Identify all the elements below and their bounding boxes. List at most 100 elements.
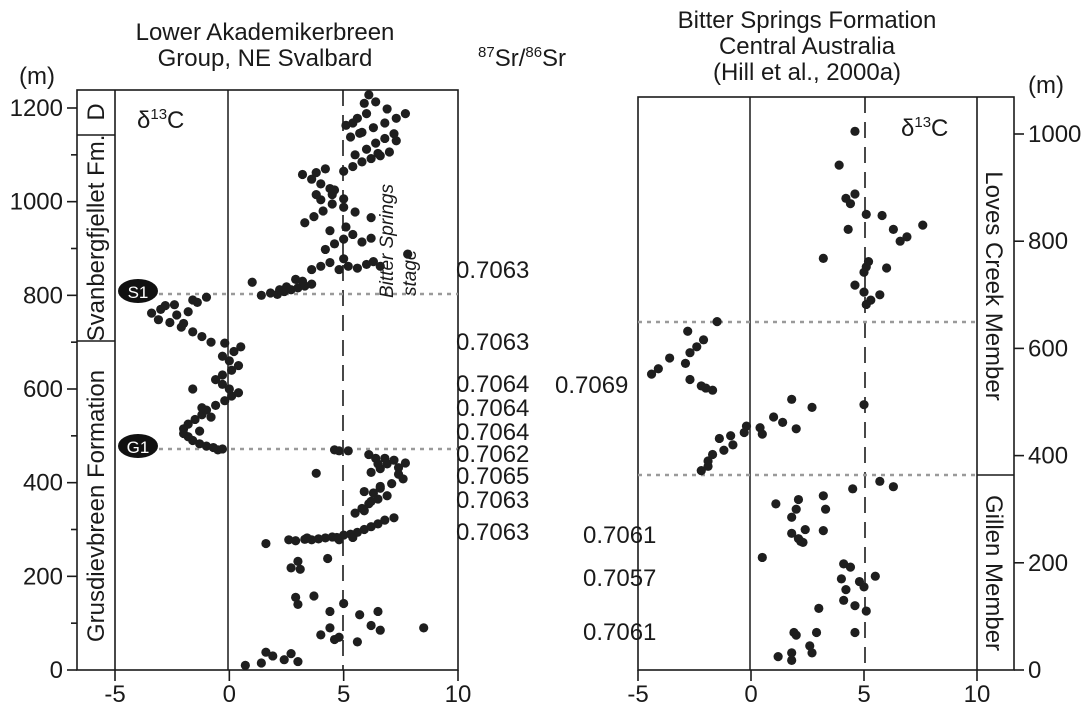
left-data-point (183, 307, 193, 317)
left-data-point (327, 199, 337, 209)
left-data-point (146, 308, 157, 318)
sr-value: 0.7063 (456, 487, 529, 514)
left-data-point (375, 625, 385, 635)
left-unit-label-d: D (83, 103, 110, 120)
left-data-point (293, 599, 303, 610)
left-data-point (302, 533, 312, 543)
left-data-point (368, 123, 378, 133)
right-data-point (703, 461, 713, 471)
left-data-point (311, 190, 321, 200)
left-data-point (325, 257, 335, 268)
left-data-point (256, 658, 266, 668)
right-title-line3: (Hill et al., 2000a) (713, 59, 901, 86)
right-data-point (778, 417, 788, 427)
left-data-point (217, 379, 228, 389)
left-data-point (311, 468, 321, 478)
left-data-point (224, 384, 234, 394)
left-data-point (350, 150, 360, 160)
left-data-point (297, 276, 308, 286)
left-data-point (227, 365, 237, 375)
right-data-point (719, 445, 729, 455)
left-data-point (359, 98, 369, 108)
right-data-point (839, 595, 849, 605)
right-data-point (814, 603, 824, 613)
left-title-line2: Group, NE Svalbard (158, 45, 373, 72)
left-data-point (339, 598, 349, 609)
right-data-point (787, 512, 797, 522)
right-data-point (870, 571, 880, 581)
left-data-point (329, 239, 340, 249)
svg-text:S1: S1 (128, 283, 149, 302)
left-data-point (389, 129, 399, 139)
right-data-point (818, 253, 828, 263)
left-data-point (227, 391, 237, 401)
right-data-point (895, 236, 905, 246)
right-data-point (811, 627, 822, 638)
left-data-point (217, 444, 228, 454)
right-data-point (845, 199, 856, 209)
left-data-point (348, 229, 358, 240)
left-data-point (364, 90, 374, 100)
right-data-point (875, 290, 885, 300)
left-data-point (348, 532, 358, 543)
left-data-point (403, 249, 413, 259)
left-data-point (364, 449, 374, 460)
left-data-point (300, 218, 310, 228)
left-data-point (236, 342, 246, 352)
right-data-point (918, 220, 928, 230)
left-data-point (165, 317, 175, 328)
left-x-axis: -5 0 5 10 (104, 670, 471, 707)
right-data-point (692, 342, 702, 352)
left-data-point (279, 655, 289, 665)
left-data-point (350, 508, 360, 518)
left-data-point (361, 109, 372, 119)
left-y-tick-label: 400 (23, 470, 63, 497)
sr-header: 87Sr/86Sr (478, 44, 566, 72)
left-data-point (382, 104, 392, 114)
left-data-point (382, 491, 392, 501)
left-y-axis: 0 200 400 600 800 1000 1200 (10, 95, 77, 684)
left-data-point (366, 467, 376, 477)
right-data-point (818, 491, 828, 501)
right-data-point (728, 440, 738, 450)
right-data-point (807, 648, 817, 658)
left-data-point (240, 660, 250, 670)
left-data-point (373, 148, 383, 159)
left-y-tick-label: 1000 (10, 189, 63, 216)
right-data-point (707, 449, 718, 460)
left-data-point (153, 315, 164, 325)
right-data-point (902, 232, 912, 242)
right-data-point (680, 358, 691, 369)
left-data-point (265, 288, 276, 298)
right-y-unit: (m) (1028, 72, 1064, 99)
left-unit-label-grusdievbreen: Grusdievbreen Formation (83, 370, 110, 642)
left-data-point (188, 327, 198, 337)
left-data-point (380, 133, 390, 144)
left-data-point (348, 118, 358, 128)
left-data-point (368, 257, 378, 267)
left-data-point (343, 446, 353, 456)
left-data-point (400, 109, 411, 119)
sr-value: 0.7064 (456, 371, 529, 398)
right-data-point (665, 353, 675, 363)
left-data-point (371, 138, 381, 148)
left-data-point (375, 481, 385, 492)
left-data-point (380, 118, 390, 128)
right-data-point (888, 482, 898, 492)
left-data-point (261, 538, 271, 549)
left-data-point (261, 647, 271, 657)
left-data-point (341, 222, 351, 232)
left-data-point (329, 634, 340, 645)
left-panel: Lower Akademikerbreen Group, NE Svalbard… (10, 19, 472, 707)
right-data-point (861, 299, 871, 310)
right-data-point (701, 383, 711, 393)
left-data-point (352, 637, 362, 647)
right-data-point (726, 431, 736, 441)
left-data-point (380, 515, 390, 525)
right-data-point (787, 394, 797, 404)
left-y-tick-label: 0 (50, 657, 63, 684)
left-data-point (224, 356, 234, 366)
right-title-line2: Central Australia (719, 33, 896, 60)
left-data-point (357, 237, 367, 247)
